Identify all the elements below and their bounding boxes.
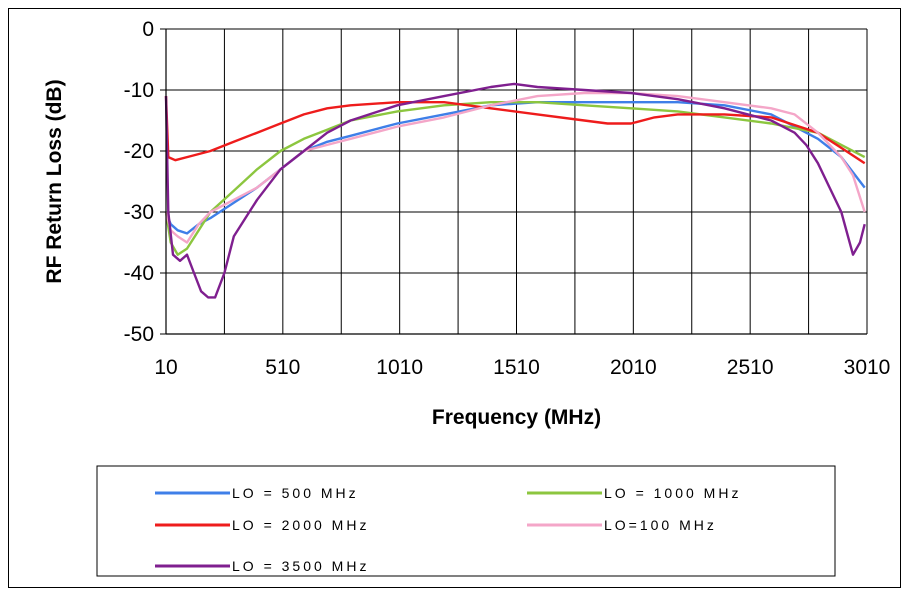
legend-item: LO = 3500 MHz bbox=[155, 558, 369, 574]
x-tick-label: 3010 bbox=[844, 356, 891, 379]
legend-box bbox=[96, 465, 836, 577]
legend-item: LO=100 MHz bbox=[527, 517, 717, 533]
legend-label: LO = 500 MHz bbox=[232, 485, 359, 501]
y-axis-title: RF Return Loss (dB) bbox=[43, 79, 66, 283]
y-tick-label: -20 bbox=[124, 140, 154, 163]
y-tick-label: -40 bbox=[124, 262, 154, 285]
legend-item: LO = 2000 MHz bbox=[155, 517, 369, 533]
series-line bbox=[164, 82, 866, 299]
x-tick-label: 10 bbox=[154, 356, 177, 379]
x-tick-label: 1510 bbox=[493, 356, 540, 379]
x-tick-label: 510 bbox=[265, 356, 300, 379]
x-tick-label: 2010 bbox=[610, 356, 657, 379]
series-line bbox=[164, 96, 866, 165]
y-tick-label: -50 bbox=[124, 323, 154, 346]
legend: LO = 500 MHz LO = 1000 MHz LO = 2000 MHz LO… bbox=[96, 465, 836, 577]
x-tick-label: 2510 bbox=[727, 356, 774, 379]
chart-frame: 0 -10 -20 -30 -40 -50 10 510 1010 1510 2010 2510 301… bbox=[8, 8, 901, 588]
legend-item: LO = 500 MHz bbox=[155, 485, 359, 501]
y-tick-label: -10 bbox=[124, 79, 154, 102]
y-tick-label: -30 bbox=[124, 201, 154, 224]
y-tick-label: 0 bbox=[142, 18, 154, 41]
legend-item: LO = 1000 MHz bbox=[527, 485, 741, 501]
series-group bbox=[164, 82, 866, 299]
legend-label: LO=100 MHz bbox=[604, 517, 717, 533]
series-line bbox=[164, 91, 866, 244]
legend-label: LO = 1000 MHz bbox=[604, 485, 741, 501]
x-axis-title: Frequency (MHz) bbox=[432, 406, 601, 429]
legend-label: LO = 2000 MHz bbox=[232, 517, 369, 533]
legend-label: LO = 3500 MHz bbox=[232, 558, 369, 574]
x-tick-label: 1010 bbox=[376, 356, 423, 379]
series-line bbox=[164, 101, 866, 256]
